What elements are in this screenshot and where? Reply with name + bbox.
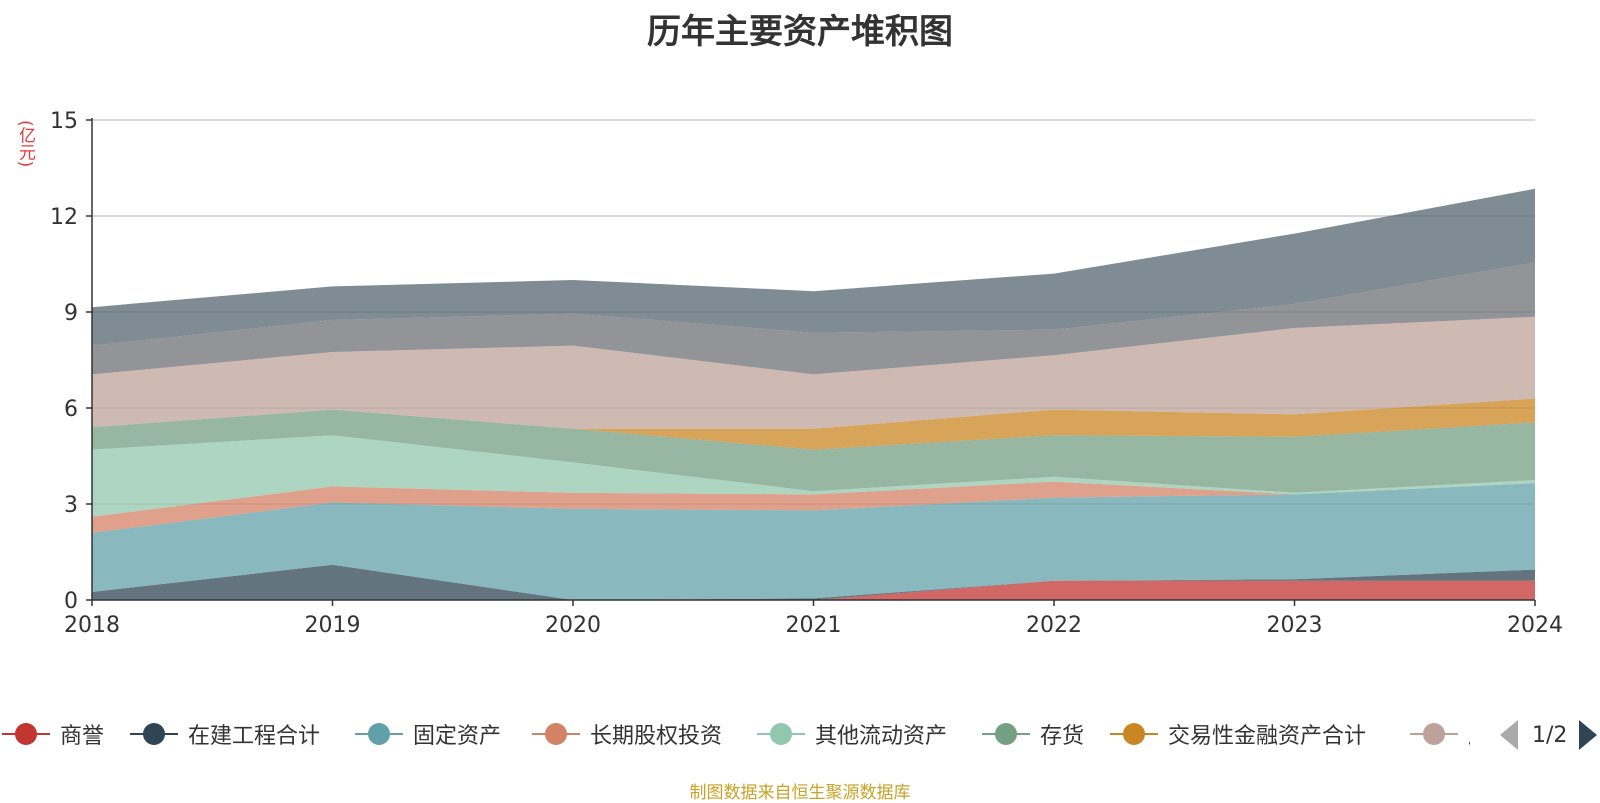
legend-label: 其他流动资产 xyxy=(815,724,948,749)
area-series-layer xyxy=(92,188,1535,600)
area-series-5 xyxy=(92,409,1535,493)
x-tick-label: 2023 xyxy=(1267,613,1323,638)
source-note: 制图数据来自恒生聚源数据库 xyxy=(689,783,911,803)
y-tick-label: 9 xyxy=(64,301,78,326)
y-tick-label: 12 xyxy=(50,205,78,230)
x-tick-label: 2024 xyxy=(1507,613,1563,638)
y-tick-label: 0 xyxy=(64,589,78,614)
stacked-area-chart: 0 3 6 9 12 15 2018 2019 2020 2021 2022 2023 2024 xyxy=(50,109,1563,638)
area-series-4 xyxy=(92,435,1535,517)
area-series-3 xyxy=(92,481,1535,533)
area-series-2 xyxy=(92,483,1535,600)
legend-item[interactable]: 存货 xyxy=(982,714,1084,754)
area-series-8 xyxy=(92,262,1535,375)
legend-marker-icon xyxy=(130,722,178,746)
x-tick-label: 2019 xyxy=(305,613,361,638)
legend-item[interactable]: 长期股权投资 xyxy=(532,714,722,754)
legend-label: 存货 xyxy=(1040,724,1085,749)
legend-pager: 1/2 xyxy=(1500,718,1598,752)
area-series-7 xyxy=(92,316,1535,429)
legend-item[interactable]: 其他流动资产 xyxy=(757,714,947,754)
legend-marker-icon xyxy=(2,722,50,746)
legend-label: 在建工程合计 xyxy=(188,724,321,749)
legend-label: 商誉 xyxy=(60,724,105,749)
y-tick-label: 3 xyxy=(64,493,78,518)
x-tick-label: 2018 xyxy=(64,613,120,638)
legend-marker-icon xyxy=(982,722,1030,746)
legend-item[interactable]: 应收账款 xyxy=(1410,714,1470,754)
legend-label: 应收账款 xyxy=(1468,718,1470,750)
legend-item[interactable]: 在建工程合计 xyxy=(130,714,320,754)
x-tick-label: 2021 xyxy=(786,613,842,638)
y-axis-unit-label: (亿元) xyxy=(15,120,35,168)
legend-marker-icon xyxy=(1110,722,1158,746)
x-tick-label: 2022 xyxy=(1026,613,1082,638)
x-tick-label: 2020 xyxy=(545,613,601,638)
axes: 0 3 6 9 12 15 2018 2019 2020 2021 2022 2023 2024 xyxy=(50,109,1563,638)
area-series-6 xyxy=(92,398,1535,450)
area-series-0 xyxy=(92,580,1535,600)
legend-label: 固定资产 xyxy=(413,724,502,749)
legend-next-page-icon[interactable] xyxy=(1579,720,1598,750)
area-series-1 xyxy=(92,564,1535,600)
legend-marker-icon xyxy=(532,722,580,746)
legend-label: 交易性金融资产合计 xyxy=(1168,724,1367,749)
legend-marker-icon xyxy=(1410,722,1458,746)
legend-marker-icon xyxy=(355,722,403,746)
area-series-9 xyxy=(92,188,1535,346)
y-tick-label: 15 xyxy=(50,109,78,134)
legend: 商誉在建工程合计固定资产长期股权投资其他流动资产存货交易性金融资产合计应收账款货… xyxy=(0,714,1470,754)
legend-marker-icon xyxy=(757,722,805,746)
legend-page-indicator: 1/2 xyxy=(1532,722,1568,748)
legend-label: 长期股权投资 xyxy=(590,724,723,749)
legend-item[interactable]: 交易性金融资产合计 xyxy=(1110,714,1366,754)
legend-item[interactable]: 商誉 xyxy=(2,714,104,754)
chart-title: 历年主要资产堆积图 xyxy=(647,12,953,52)
y-tick-label: 6 xyxy=(64,397,78,422)
legend-prev-page-icon[interactable] xyxy=(1500,720,1518,750)
legend-item[interactable]: 固定资产 xyxy=(355,714,501,754)
